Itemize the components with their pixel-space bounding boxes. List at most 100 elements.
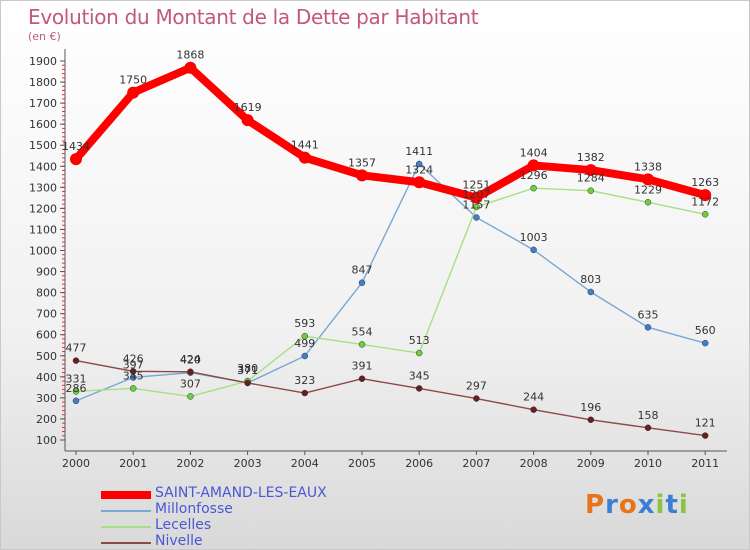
data-point xyxy=(701,211,709,218)
y-tick-label: 900 xyxy=(36,266,57,279)
data-label: 371 xyxy=(237,364,258,377)
data-point xyxy=(530,246,537,254)
data-point xyxy=(415,349,423,357)
x-tick-label: 2011 xyxy=(691,457,719,470)
data-point xyxy=(187,368,194,376)
data-label: 847 xyxy=(352,264,373,277)
legend-label: Nivelle xyxy=(155,533,203,549)
data-label: 331 xyxy=(66,372,87,385)
data-label: 345 xyxy=(409,369,430,382)
proxiti-logo: Proxiti xyxy=(585,490,689,520)
data-point xyxy=(301,389,309,397)
data-point xyxy=(301,332,309,340)
data-label: 380 xyxy=(237,362,258,375)
x-tick-label: 2002 xyxy=(176,457,204,470)
y-tick-label: 700 xyxy=(36,308,57,321)
data-label: 307 xyxy=(180,377,201,390)
data-point xyxy=(301,352,309,360)
data-label: 554 xyxy=(352,325,373,338)
data-point xyxy=(244,379,251,387)
y-tick-label: 1300 xyxy=(29,181,57,194)
y-tick-label: 1600 xyxy=(29,118,57,131)
data-point xyxy=(241,114,254,127)
data-point xyxy=(701,432,709,439)
y-tick-label: 400 xyxy=(36,371,57,384)
data-label: 371 xyxy=(237,364,258,377)
data-label: 1207 xyxy=(462,188,490,201)
data-label: 1750 xyxy=(119,74,147,87)
series-line xyxy=(75,359,706,437)
data-point xyxy=(70,153,82,166)
y-tick-label: 800 xyxy=(36,287,57,300)
x-tick-label: 2006 xyxy=(405,457,433,470)
y-tick-label: 1200 xyxy=(29,202,57,215)
data-point xyxy=(473,203,480,211)
y-tick-label: 1100 xyxy=(29,223,57,236)
data-label: 121 xyxy=(695,417,716,430)
y-tick-label: 1500 xyxy=(29,139,57,152)
data-label: 1357 xyxy=(348,156,376,169)
data-label: 1296 xyxy=(520,169,548,182)
data-label: 560 xyxy=(695,324,716,337)
data-point xyxy=(701,339,709,347)
y-tick-label: 1800 xyxy=(29,76,57,89)
data-point xyxy=(644,424,652,432)
data-point xyxy=(298,151,311,164)
chart-subtitle: (en €) xyxy=(28,30,61,43)
data-point xyxy=(642,173,654,186)
data-label: 426 xyxy=(123,352,144,365)
data-point xyxy=(72,357,80,364)
data-label: 1434 xyxy=(62,140,90,153)
legend-label: Lecelles xyxy=(155,517,212,533)
data-label: 420 xyxy=(180,354,201,367)
data-label: 1251 xyxy=(462,179,490,192)
data-point xyxy=(530,406,537,413)
data-point xyxy=(644,324,652,331)
y-tick-label: 1000 xyxy=(29,245,57,258)
data-label: 513 xyxy=(409,334,430,347)
data-label: 499 xyxy=(294,337,315,350)
data-label: 158 xyxy=(638,409,659,422)
legend-label: SAINT-AMAND-LES-EAUX xyxy=(155,485,327,501)
data-label: 1868 xyxy=(176,49,204,62)
data-point xyxy=(587,288,595,296)
data-label: 1284 xyxy=(577,172,605,185)
data-label: 297 xyxy=(466,380,487,393)
y-tick-label: 1700 xyxy=(29,97,57,110)
y-tick-label: 500 xyxy=(36,350,57,363)
x-tick-label: 2009 xyxy=(577,457,605,470)
data-label: 1229 xyxy=(634,183,662,196)
data-point xyxy=(184,61,197,74)
x-tick-label: 2001 xyxy=(119,457,147,470)
data-point xyxy=(584,164,597,177)
data-label: 1404 xyxy=(520,146,548,159)
data-label: 1263 xyxy=(691,176,719,189)
x-tick-label: 2007 xyxy=(462,457,490,470)
data-label: 1338 xyxy=(634,160,662,173)
data-label: 593 xyxy=(294,317,315,330)
y-tick-label: 1400 xyxy=(29,160,57,173)
data-label: 424 xyxy=(180,353,201,366)
data-point xyxy=(527,159,540,172)
data-label: 1157 xyxy=(462,198,490,211)
legend-swatch xyxy=(101,526,151,528)
data-label: 323 xyxy=(294,374,315,387)
data-label: 196 xyxy=(580,401,601,414)
data-point xyxy=(127,86,140,99)
data-label: 1324 xyxy=(405,163,433,176)
data-point xyxy=(358,375,366,382)
data-label: 1619 xyxy=(234,101,262,114)
legend-swatch xyxy=(101,542,151,544)
legend-swatch xyxy=(101,491,151,499)
data-point xyxy=(699,189,712,202)
series-line xyxy=(72,63,707,202)
data-point xyxy=(358,341,366,348)
data-point xyxy=(72,397,80,405)
data-point xyxy=(187,393,194,400)
series-line xyxy=(75,163,706,402)
series-line xyxy=(75,187,706,398)
data-label: 397 xyxy=(123,358,144,371)
data-point xyxy=(473,214,480,221)
data-label: 391 xyxy=(352,360,373,373)
legend-swatch xyxy=(101,510,151,512)
